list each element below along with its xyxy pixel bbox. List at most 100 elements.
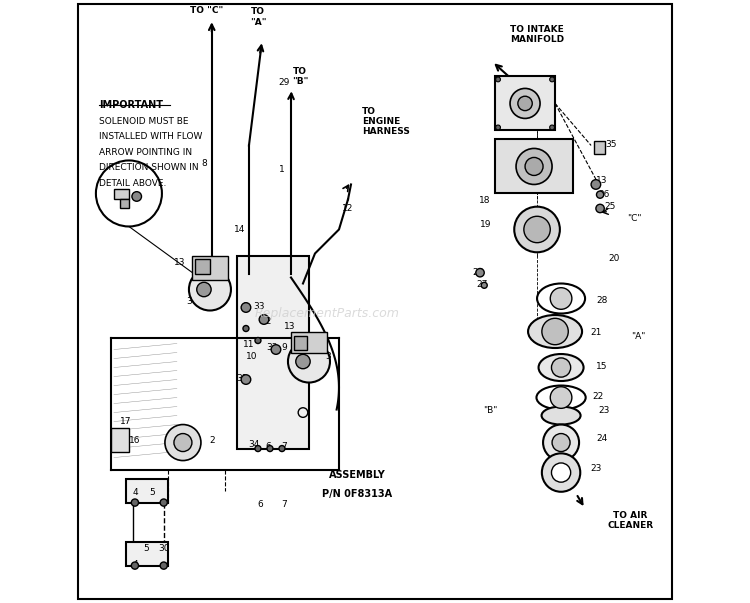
Text: 7: 7 (281, 442, 286, 451)
Text: 4: 4 (132, 488, 138, 497)
Text: 7: 7 (281, 500, 286, 509)
Circle shape (242, 374, 250, 384)
Text: 23: 23 (598, 406, 610, 415)
Text: 14: 14 (234, 225, 246, 234)
Bar (192, 256, 228, 280)
Circle shape (496, 125, 500, 130)
Text: 26: 26 (598, 190, 610, 199)
Text: 33: 33 (266, 343, 278, 352)
Text: 22: 22 (592, 392, 604, 401)
Text: TO
"B": TO "B" (292, 67, 308, 86)
Circle shape (551, 463, 571, 482)
Circle shape (552, 434, 570, 452)
Bar (594, 141, 605, 154)
Text: 2: 2 (209, 436, 214, 445)
Text: 9: 9 (281, 343, 286, 352)
Text: ARROW POINTING IN: ARROW POINTING IN (99, 148, 192, 157)
Text: P/N 0F8313A: P/N 0F8313A (322, 489, 392, 499)
Circle shape (596, 204, 604, 213)
Text: "B": "B" (483, 406, 497, 415)
Text: 5: 5 (142, 545, 148, 554)
Circle shape (189, 268, 231, 311)
Text: 21: 21 (590, 328, 602, 337)
Circle shape (542, 318, 568, 345)
Bar (111, 428, 129, 452)
Circle shape (255, 338, 261, 344)
Circle shape (288, 341, 330, 382)
Circle shape (524, 216, 550, 242)
Text: 23: 23 (590, 464, 602, 473)
Circle shape (496, 77, 500, 82)
Text: 34: 34 (248, 440, 259, 449)
Circle shape (96, 160, 162, 227)
Circle shape (165, 425, 201, 461)
Circle shape (550, 288, 572, 309)
Circle shape (267, 446, 273, 452)
Circle shape (550, 77, 554, 82)
Bar (111, 338, 339, 470)
Text: 13: 13 (174, 258, 186, 267)
Text: "C": "C" (627, 214, 641, 223)
Bar (126, 541, 168, 566)
Circle shape (255, 446, 261, 452)
Circle shape (596, 191, 604, 198)
Circle shape (272, 345, 280, 355)
Circle shape (516, 148, 552, 185)
Circle shape (525, 157, 543, 175)
Circle shape (279, 446, 285, 452)
Text: 8: 8 (201, 159, 207, 168)
Text: 20: 20 (608, 254, 619, 263)
Bar (495, 77, 555, 130)
Text: TO
ENGINE
HARNESS: TO ENGINE HARNESS (362, 107, 410, 136)
Circle shape (242, 303, 250, 312)
Text: 5: 5 (148, 488, 154, 497)
Circle shape (260, 315, 268, 324)
Circle shape (243, 326, 249, 332)
Circle shape (518, 96, 532, 110)
Bar (495, 139, 573, 194)
Text: 12: 12 (342, 204, 354, 213)
Text: 30: 30 (158, 545, 170, 554)
Text: DETAIL ABOVE.: DETAIL ABOVE. (99, 179, 166, 188)
Text: 6: 6 (266, 442, 271, 451)
Circle shape (591, 180, 601, 189)
Text: 17: 17 (120, 417, 132, 426)
Bar (114, 189, 129, 200)
Text: 28: 28 (596, 296, 608, 305)
Text: 33: 33 (254, 302, 265, 311)
Text: 15: 15 (596, 362, 608, 371)
Circle shape (510, 89, 540, 118)
Text: 19: 19 (480, 220, 492, 229)
Circle shape (543, 425, 579, 461)
Text: 6: 6 (257, 500, 262, 509)
Circle shape (196, 282, 211, 297)
Text: 13: 13 (596, 175, 608, 185)
Bar (126, 479, 168, 502)
Circle shape (482, 282, 488, 288)
Circle shape (174, 434, 192, 452)
Text: 29: 29 (278, 78, 290, 87)
Text: INSTALLED WITH FLOW: INSTALLED WITH FLOW (99, 132, 202, 141)
Text: 13: 13 (284, 322, 296, 331)
Circle shape (514, 207, 560, 252)
Text: 10: 10 (246, 352, 258, 361)
Text: 18: 18 (478, 196, 490, 205)
Bar (195, 259, 210, 274)
Text: TO INTAKE
MANIFOLD: TO INTAKE MANIFOLD (510, 25, 564, 44)
Text: 16: 16 (129, 436, 141, 445)
Text: SOLENOID MUST BE: SOLENOID MUST BE (99, 116, 188, 125)
Text: ASSEMBLY: ASSEMBLY (328, 470, 386, 479)
Text: 24: 24 (596, 434, 608, 443)
Text: 3: 3 (326, 352, 331, 361)
Text: 25: 25 (604, 202, 616, 211)
Circle shape (296, 355, 310, 368)
Circle shape (551, 358, 571, 377)
Text: 35: 35 (605, 140, 616, 149)
Text: 3: 3 (186, 297, 192, 306)
Ellipse shape (528, 315, 582, 348)
Text: TO
"A": TO "A" (250, 7, 266, 27)
Bar (120, 200, 129, 209)
Circle shape (160, 562, 167, 569)
Bar (294, 336, 307, 350)
Text: "A": "A" (631, 332, 645, 341)
